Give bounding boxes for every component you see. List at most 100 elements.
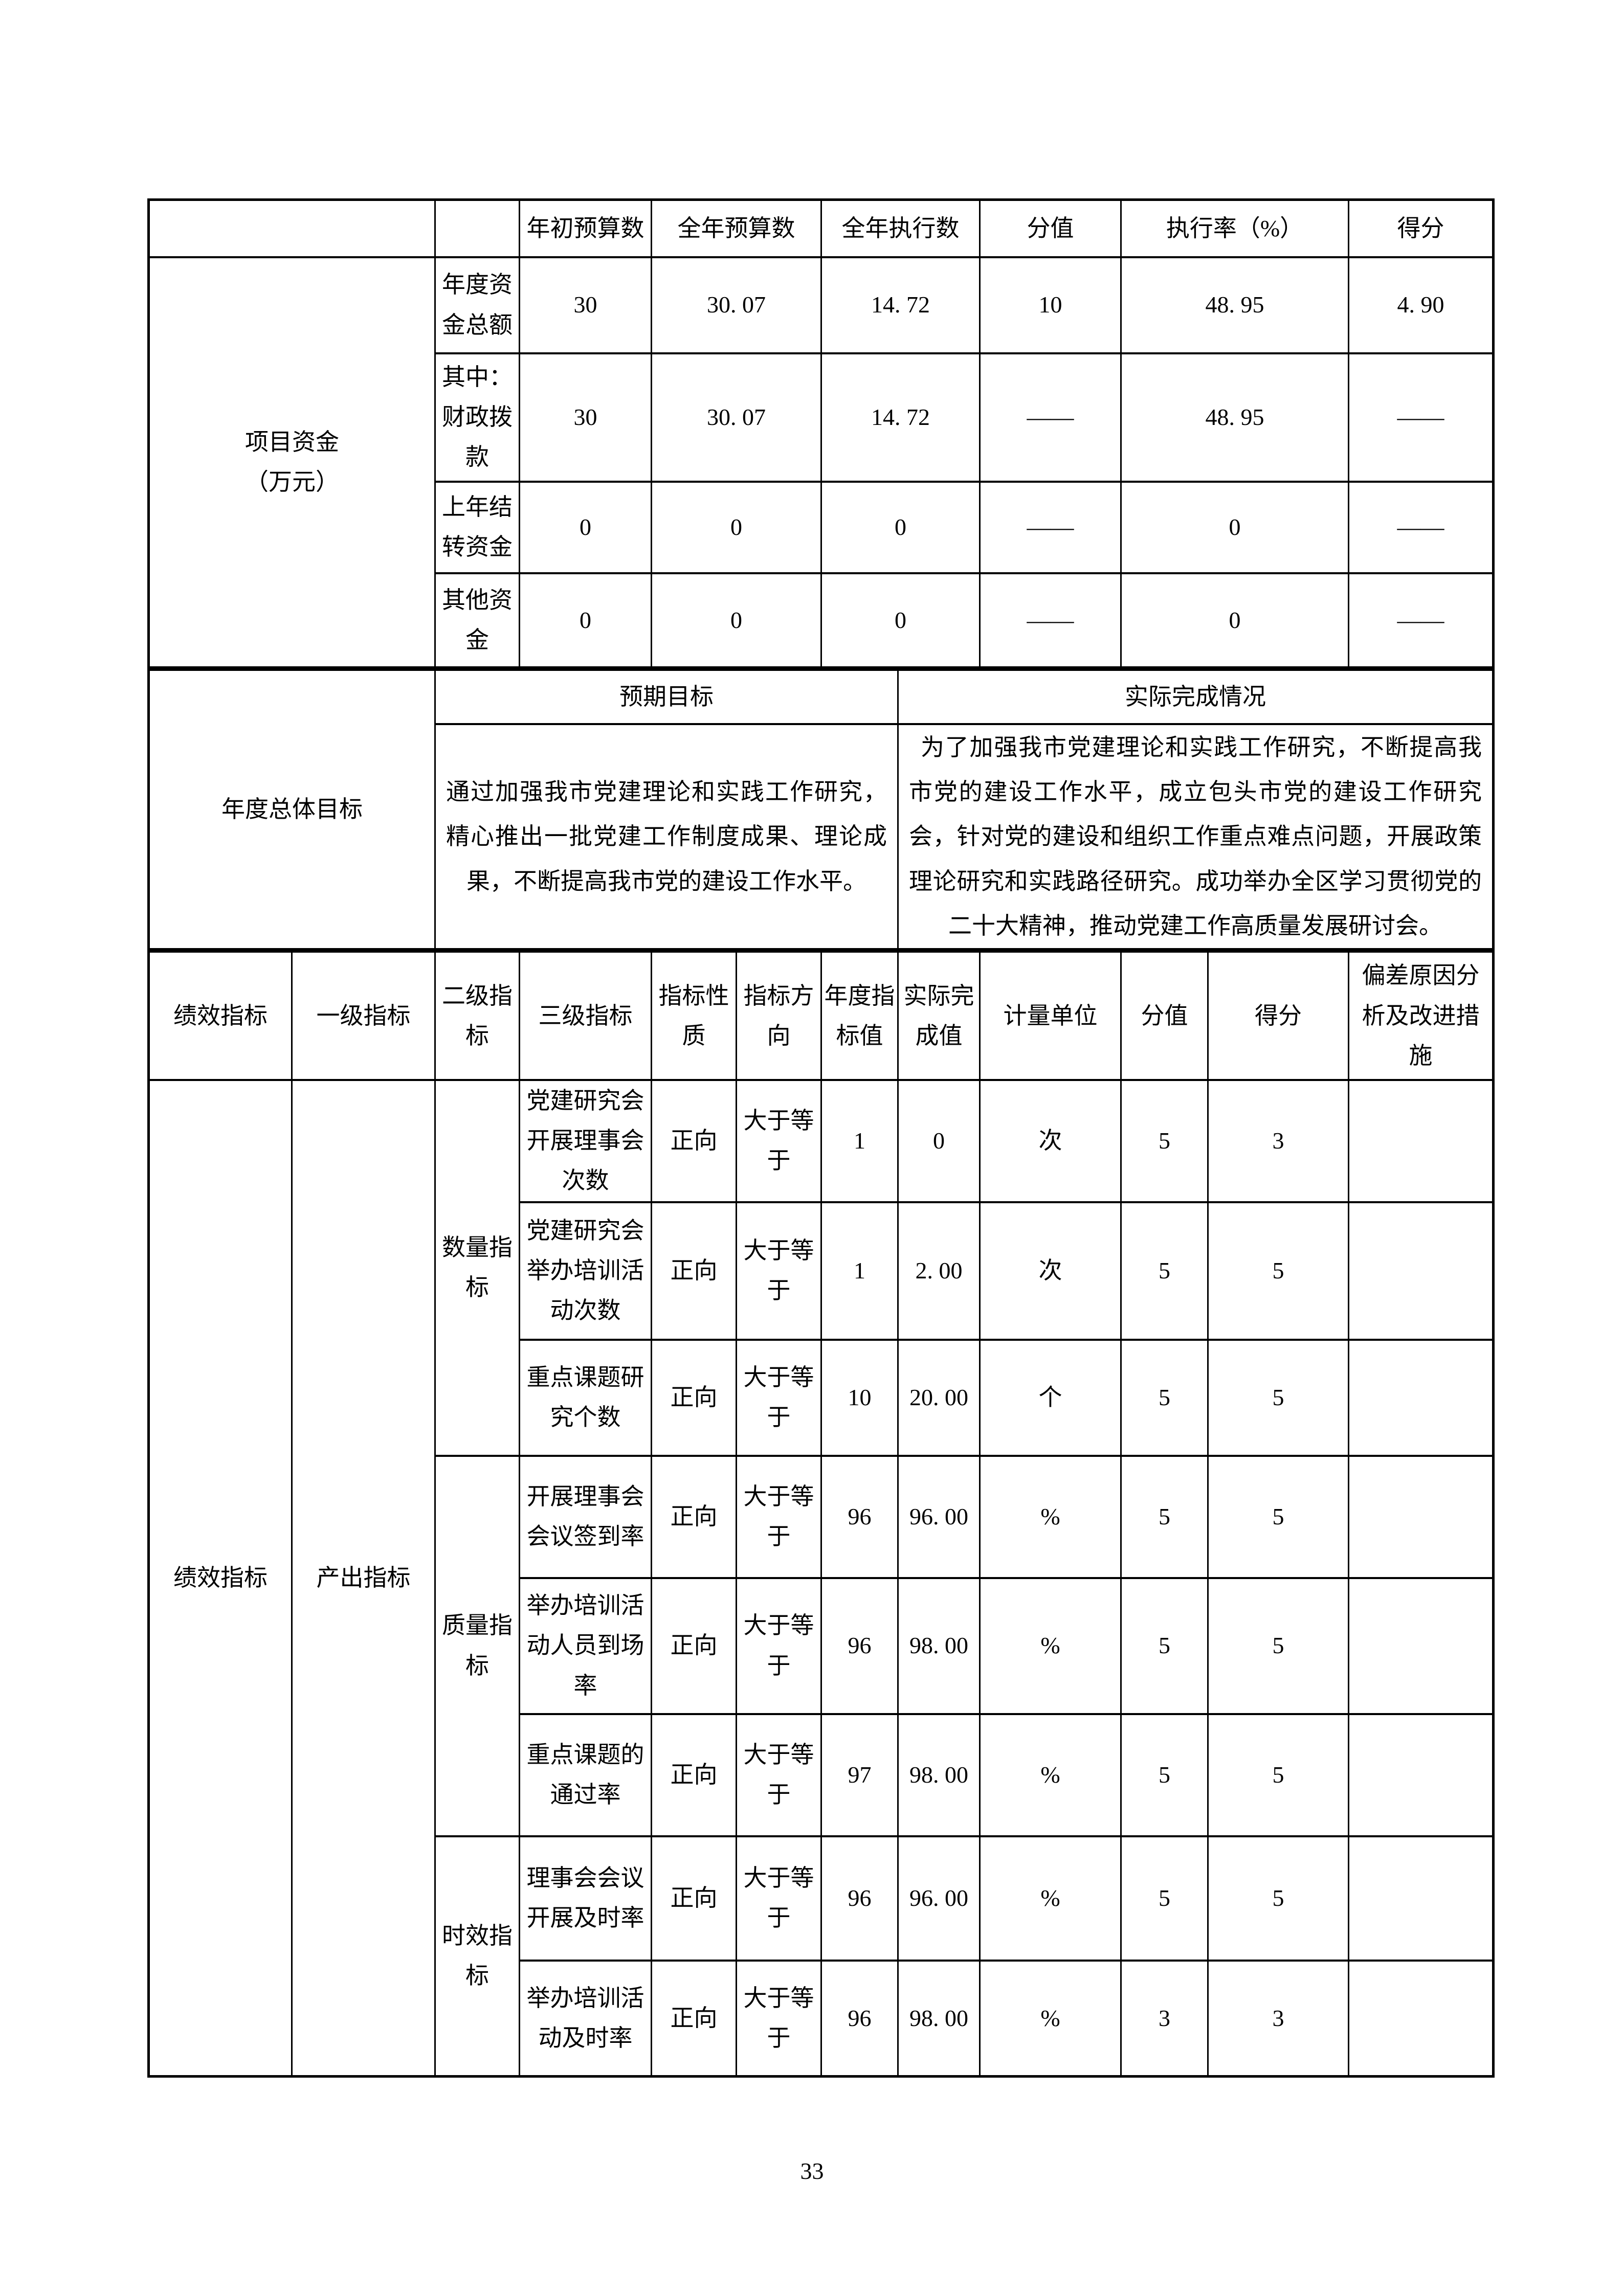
perf-actual-cell: 98. 00 — [897, 1959, 981, 2078]
perf-header-row: 绩效指标 一级指标 二级指标 三级指标 指标性质 指标方向 年度指标值 实际完成… — [148, 949, 1495, 1081]
perf-data-row: 党建研究会举办培训活动次数 正向 大于等于 1 2. 00 次 5 5 — [149, 1201, 1495, 1341]
perf-score-cell: 5 — [1207, 1201, 1350, 1341]
perf-nature-cell: 正向 — [651, 1713, 737, 1837]
funding-value-cell: —— — [979, 352, 1122, 483]
perf-direction-cell: 大于等于 — [736, 1835, 822, 1962]
perf-deviation-cell — [1348, 1201, 1495, 1341]
perf-data-row: 举办培训活动及时率 正向 大于等于 96 98. 00 % 3 3 — [149, 1959, 1495, 2078]
perf-nature-cell: 正向 — [651, 1959, 737, 2078]
perf-nature-cell: 正向 — [651, 1577, 737, 1715]
funding-value-cell: —— — [1348, 480, 1495, 574]
goal-section-label: 年度总体目标 — [148, 667, 436, 953]
funding-value-cell: 14. 72 — [820, 352, 981, 483]
perf-col-header-score: 得分 — [1207, 949, 1350, 1081]
perf-direction-cell: 大于等于 — [736, 1338, 822, 1457]
perf-target-cell: 10 — [820, 1338, 899, 1457]
funding-value-cell: —— — [979, 572, 1122, 671]
perf-points-cell: 5 — [1120, 1078, 1209, 1203]
perf-direction-cell: 大于等于 — [736, 1959, 822, 2078]
funding-value-cell: 10 — [979, 256, 1122, 354]
perf-indicator-name: 理事会会议开展及时率 — [519, 1835, 652, 1962]
perf-nature-cell: 正向 — [651, 1835, 737, 1962]
perf-indicator-name: 重点课题研究个数 — [519, 1338, 652, 1457]
perf-data-row: 重点课题研究个数 正向 大于等于 10 20. 00 个 5 5 — [149, 1338, 1495, 1457]
perf-score-cell: 5 — [1207, 1577, 1350, 1715]
funding-value-cell: 30 — [519, 352, 652, 483]
actual-goal-text: 为了加强我市党建理论和实践工作研究，不断提高我市党的建设工作水平，成立包头市党的… — [897, 723, 1495, 953]
perf-indicator-name: 重点课题的通过率 — [519, 1713, 652, 1837]
perf-actual-cell: 98. 00 — [897, 1577, 981, 1715]
perf-data-row: 时效指标 理事会会议开展及时率 正向 大于等于 96 96. 00 % 5 5 — [149, 1835, 1495, 2078]
funding-value-cell: 0 — [519, 572, 652, 671]
funding-row-total: 项目资金 （万元） 年度资金总额 30 30. 07 14. 72 10 48.… — [148, 256, 1495, 671]
funding-value-cell: —— — [1348, 572, 1495, 671]
perf-unit-cell: % — [979, 1959, 1122, 2078]
perf-col-header-unit: 计量单位 — [979, 949, 1122, 1081]
funding-col-header-annual-execution: 全年执行数 — [820, 198, 981, 258]
perf-direction-cell: 大于等于 — [736, 1713, 822, 1837]
perf-target-cell: 1 — [820, 1201, 899, 1341]
perf-deviation-cell — [1348, 1338, 1495, 1457]
funding-row-carryover: 上年结转资金 0 0 0 —— 0 —— — [149, 480, 1495, 574]
perf-nature-cell: 正向 — [651, 1454, 737, 1579]
perf-data-row: 重点课题的通过率 正向 大于等于 97 98. 00 % 5 5 — [149, 1713, 1495, 1837]
funding-col-header-execution-rate: 执行率（%） — [1120, 198, 1350, 258]
funding-value-cell: —— — [1348, 352, 1495, 483]
funding-value-cell: 0 — [651, 572, 822, 671]
perf-deviation-cell — [1348, 1959, 1495, 2078]
page-number: 33 — [800, 2158, 824, 2184]
perf-score-cell: 5 — [1207, 1338, 1350, 1457]
funding-value-cell: 30. 07 — [651, 352, 822, 483]
perf-data-row: 绩效指标 产出指标 数量指标 党建研究会开展理事会次数 正向 大于等于 1 0 … — [148, 1078, 1495, 2078]
funding-value-cell: 0 — [820, 572, 981, 671]
funding-row-label: 年度资金总额 — [434, 256, 520, 354]
funding-value-cell: 14. 72 — [820, 256, 981, 354]
perf-indicator-name: 党建研究会开展理事会次数 — [519, 1078, 652, 1203]
funding-value-cell: —— — [979, 480, 1122, 574]
goal-content-row: 通过加强我市党建理论和实践工作研究，精心推出一批党建工作制度成果、理论成果，不断… — [149, 723, 1495, 953]
perf-points-cell: 5 — [1120, 1835, 1209, 1962]
perf-level1-label: 产出指标 — [291, 1078, 436, 2078]
perf-direction-cell: 大于等于 — [736, 1078, 822, 1203]
perf-points-cell: 5 — [1120, 1577, 1209, 1715]
perf-actual-cell: 98. 00 — [897, 1713, 981, 1837]
perf-score-cell: 5 — [1207, 1454, 1350, 1579]
perf-score-cell: 5 — [1207, 1835, 1350, 1962]
perf-actual-cell: 2. 00 — [897, 1201, 981, 1341]
funding-row-label: 其他资金 — [434, 572, 520, 671]
funding-value-cell: 48. 95 — [1120, 256, 1350, 354]
perf-points-cell: 5 — [1120, 1338, 1209, 1457]
perf-col-header-target: 年度指标值 — [820, 949, 899, 1081]
funding-col-header-initial-budget: 年初预算数 — [519, 198, 652, 258]
perf-deviation-cell — [1348, 1078, 1495, 1203]
perf-unit-cell: 个 — [979, 1338, 1122, 1457]
funding-value-cell: 0 — [820, 480, 981, 574]
perf-target-cell: 96 — [820, 1577, 899, 1715]
perf-actual-cell: 96. 00 — [897, 1835, 981, 1962]
expected-goal-header: 预期目标 — [434, 667, 899, 725]
perf-points-cell: 5 — [1120, 1713, 1209, 1837]
perf-direction-cell: 大于等于 — [736, 1454, 822, 1579]
perf-unit-cell: % — [979, 1577, 1122, 1715]
perf-col-header-level3: 三级指标 — [519, 949, 652, 1081]
funding-row-fiscal: 其中：财政拨款 30 30. 07 14. 72 —— 48. 95 —— — [149, 352, 1495, 483]
perf-nature-cell: 正向 — [651, 1201, 737, 1341]
perf-score-cell: 3 — [1207, 1078, 1350, 1203]
perf-target-cell: 97 — [820, 1713, 899, 1837]
perf-actual-cell: 20. 00 — [897, 1338, 981, 1457]
actual-goal-header: 实际完成情况 — [897, 667, 1495, 725]
funding-value-cell: 4. 90 — [1348, 256, 1495, 354]
funding-row-label: 上年结转资金 — [434, 480, 520, 574]
evaluation-table: 年初预算数 全年预算数 全年执行数 分值 执行率（%） 得分 项目资金 （万元）… — [147, 198, 1495, 2078]
perf-indicator-name: 开展理事会会议签到率 — [519, 1454, 652, 1579]
perf-col-header-direction: 指标方向 — [736, 949, 822, 1081]
perf-deviation-cell — [1348, 1835, 1495, 1962]
blank-corner-cell — [434, 198, 520, 258]
perf-points-cell: 5 — [1120, 1201, 1209, 1341]
perf-col-header-deviation: 偏差原因分析及改进措施 — [1348, 949, 1495, 1081]
perf-deviation-cell — [1348, 1577, 1495, 1715]
funding-value-cell: 0 — [1120, 572, 1350, 671]
funding-value-cell: 0 — [519, 480, 652, 574]
perf-level2-label-quantity: 数量指标 — [434, 1078, 520, 1457]
funding-header-row: 年初预算数 全年预算数 全年执行数 分值 执行率（%） 得分 — [148, 198, 1495, 258]
